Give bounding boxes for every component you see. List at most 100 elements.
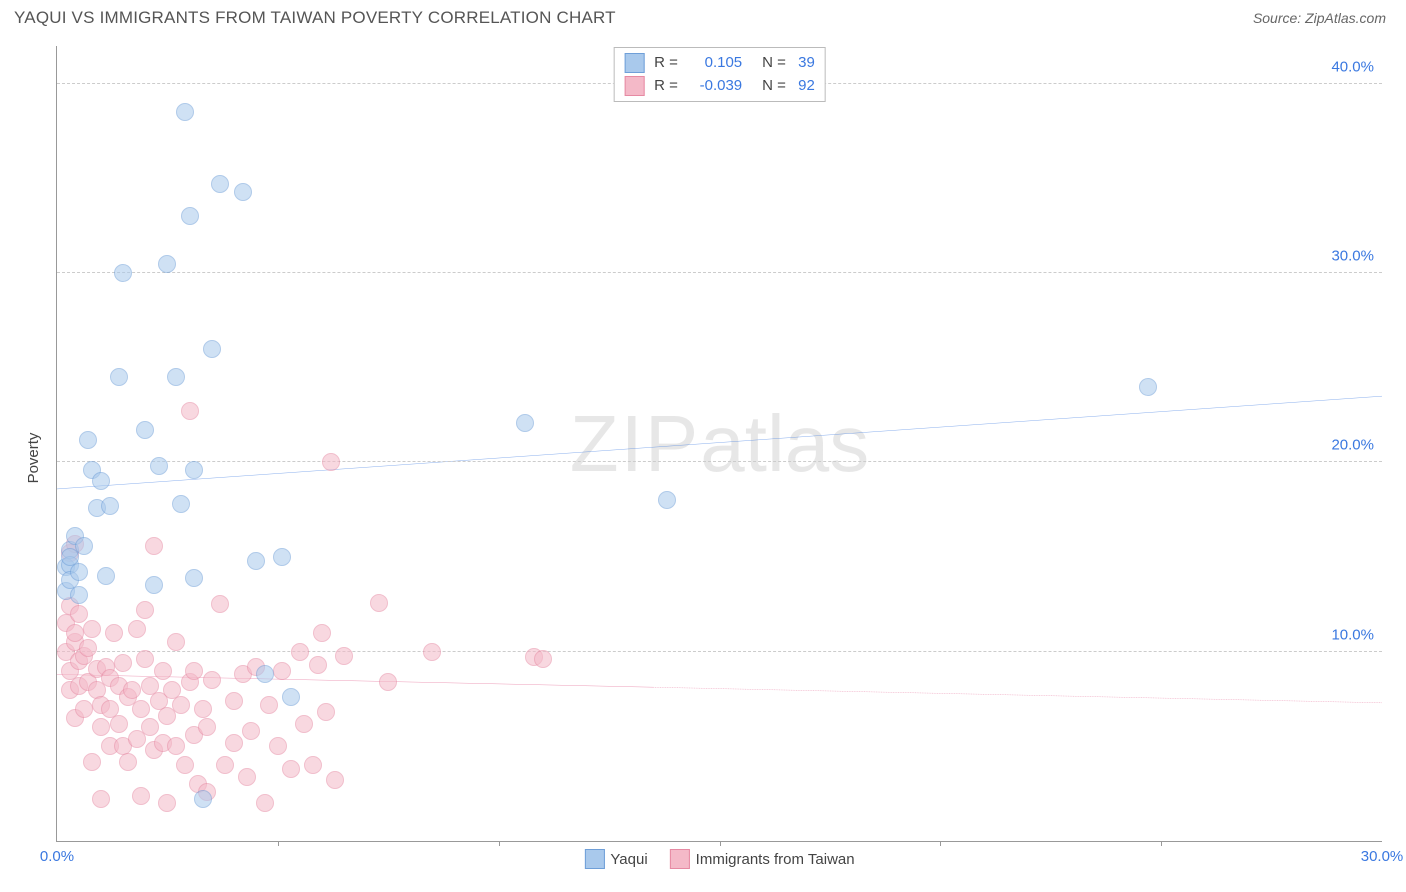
- scatter-point: [110, 715, 128, 733]
- scatter-point: [75, 700, 93, 718]
- scatter-point: [97, 567, 115, 585]
- scatter-point: [423, 643, 441, 661]
- gridline: [57, 272, 1382, 273]
- scatter-point: [110, 368, 128, 386]
- scatter-point: [83, 753, 101, 771]
- scatter-point: [141, 718, 159, 736]
- scatter-point: [79, 431, 97, 449]
- watermark-left: ZIP: [570, 399, 700, 488]
- scatter-point: [181, 402, 199, 420]
- scatter-point: [92, 790, 110, 808]
- scatter-point: [158, 255, 176, 273]
- legend-n-label: N =: [762, 75, 792, 98]
- scatter-point: [234, 183, 252, 201]
- legend-swatch: [584, 849, 604, 869]
- scatter-point: [132, 787, 150, 805]
- x-tick-label: 30.0%: [1361, 848, 1404, 865]
- scatter-point: [379, 673, 397, 691]
- scatter-point: [154, 662, 172, 680]
- scatter-point: [295, 715, 313, 733]
- scatter-point: [260, 696, 278, 714]
- scatter-point: [1139, 378, 1157, 396]
- chart-container: Poverty ZIPatlas R =0.105N =39R =-0.039N…: [14, 38, 1392, 878]
- legend-item: Yaqui: [584, 849, 647, 869]
- scatter-point: [128, 620, 146, 638]
- scatter-point: [317, 703, 335, 721]
- scatter-point: [238, 768, 256, 786]
- scatter-point: [291, 643, 309, 661]
- scatter-point: [304, 756, 322, 774]
- legend-r-value: -0.039: [686, 75, 742, 98]
- legend-swatch: [670, 849, 690, 869]
- x-tick-minor: [1161, 841, 1162, 846]
- gridline: [57, 461, 1382, 462]
- legend-n-value: 92: [798, 75, 815, 98]
- scatter-point: [150, 457, 168, 475]
- scatter-point: [282, 760, 300, 778]
- watermark: ZIPatlas: [570, 398, 869, 490]
- scatter-point: [70, 586, 88, 604]
- scatter-point: [114, 264, 132, 282]
- legend-n-label: N =: [762, 52, 792, 75]
- scatter-point: [123, 681, 141, 699]
- scatter-point: [198, 718, 216, 736]
- scatter-point: [211, 595, 229, 613]
- scatter-point: [326, 771, 344, 789]
- scatter-point: [211, 175, 229, 193]
- scatter-point: [136, 421, 154, 439]
- scatter-point: [79, 639, 97, 657]
- correlation-legend: R =0.105N =39R = -0.039 N = 92: [613, 47, 826, 102]
- scatter-point: [225, 692, 243, 710]
- scatter-point: [66, 624, 84, 642]
- gridline: [57, 651, 1382, 652]
- chart-title: YAQUI VS IMMIGRANTS FROM TAIWAN POVERTY …: [14, 8, 616, 28]
- legend-r-label: R =: [654, 52, 680, 75]
- y-tick-label: 10.0%: [1331, 626, 1374, 643]
- scatter-point: [176, 756, 194, 774]
- x-tick-label: 0.0%: [40, 848, 74, 865]
- scatter-point: [167, 368, 185, 386]
- scatter-point: [322, 453, 340, 471]
- scatter-point: [194, 790, 212, 808]
- y-tick-label: 40.0%: [1331, 58, 1374, 75]
- scatter-point: [92, 472, 110, 490]
- scatter-point: [516, 414, 534, 432]
- scatter-point: [105, 624, 123, 642]
- scatter-point: [145, 537, 163, 555]
- scatter-point: [534, 650, 552, 668]
- y-tick-label: 20.0%: [1331, 437, 1374, 454]
- scatter-point: [216, 756, 234, 774]
- trend-line: [57, 396, 1382, 489]
- scatter-point: [282, 688, 300, 706]
- scatter-point: [75, 537, 93, 555]
- legend-row: R =0.105N =39: [624, 52, 815, 75]
- legend-label: Immigrants from Taiwan: [696, 851, 855, 868]
- series-legend: Yaqui Immigrants from Taiwan: [584, 849, 854, 869]
- legend-row: R = -0.039 N = 92: [624, 75, 815, 98]
- scatter-point: [273, 662, 291, 680]
- scatter-point: [269, 737, 287, 755]
- legend-swatch: [624, 76, 644, 96]
- scatter-point: [70, 563, 88, 581]
- chart-header: YAQUI VS IMMIGRANTS FROM TAIWAN POVERTY …: [0, 0, 1406, 32]
- scatter-point: [203, 340, 221, 358]
- legend-r-label: R =: [654, 75, 680, 98]
- scatter-point: [185, 461, 203, 479]
- scatter-point: [273, 548, 291, 566]
- scatter-point: [132, 700, 150, 718]
- scatter-point: [185, 569, 203, 587]
- chart-source: Source: ZipAtlas.com: [1253, 10, 1386, 26]
- x-tick-minor: [940, 841, 941, 846]
- scatter-point: [83, 620, 101, 638]
- scatter-point: [335, 647, 353, 665]
- scatter-point: [101, 497, 119, 515]
- scatter-point: [114, 654, 132, 672]
- scatter-point: [194, 700, 212, 718]
- scatter-point: [185, 662, 203, 680]
- scatter-point: [181, 207, 199, 225]
- x-tick-minor: [720, 841, 721, 846]
- scatter-point: [256, 794, 274, 812]
- scatter-point: [172, 696, 190, 714]
- legend-label: Yaqui: [610, 851, 647, 868]
- scatter-point: [167, 633, 185, 651]
